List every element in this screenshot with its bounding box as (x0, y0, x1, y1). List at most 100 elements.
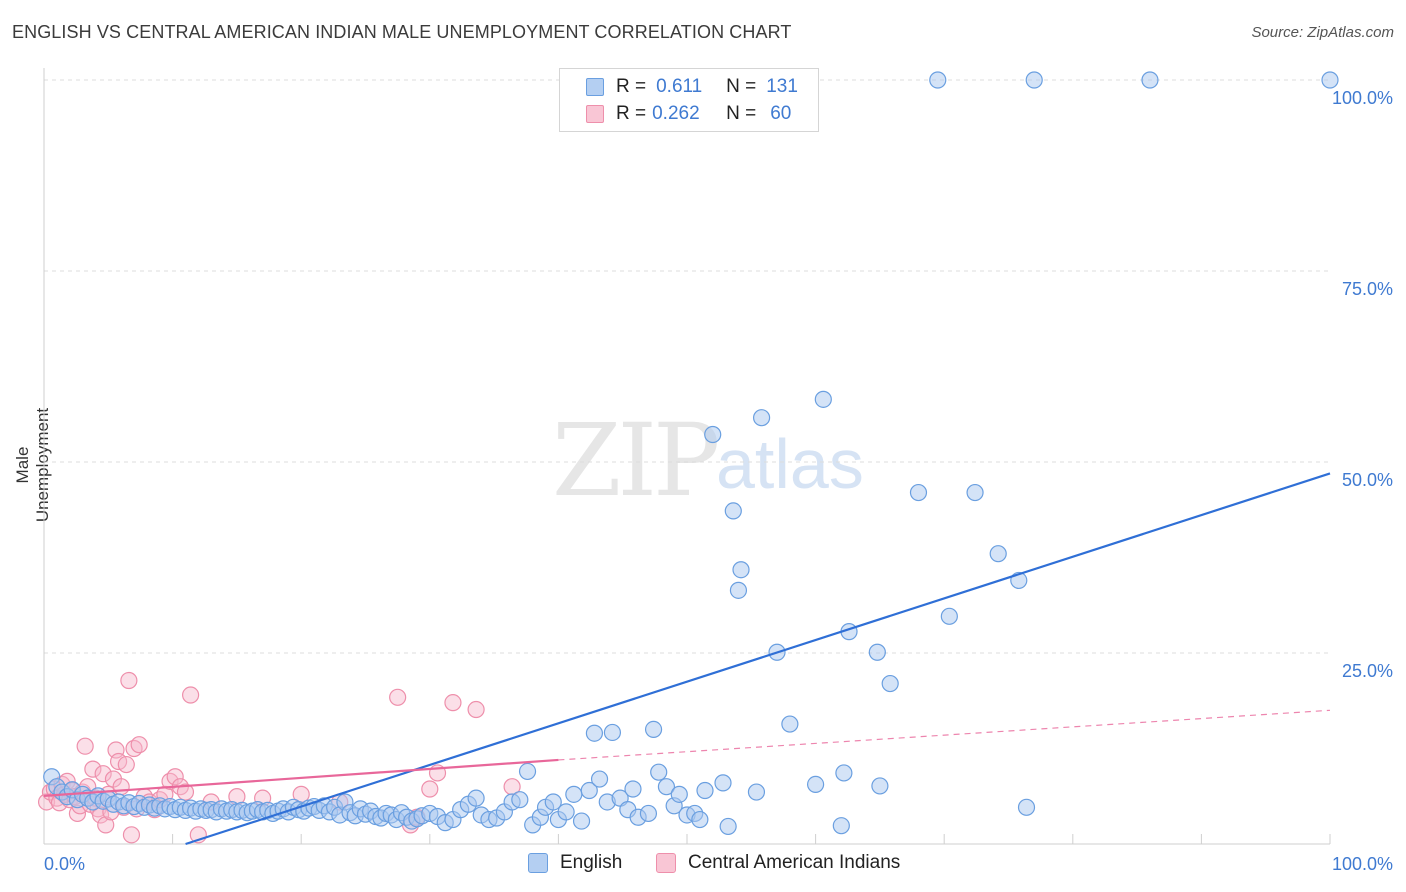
bottom-legend-cai-label: Central American Indians (688, 852, 901, 873)
chart-title: ENGLISH VS CENTRAL AMERICAN INDIAN MALE … (12, 22, 792, 42)
y-tick-label: 50.0% (1342, 470, 1393, 490)
cai-point (84, 760, 102, 778)
english-point (590, 770, 609, 788)
cai-swatch (586, 105, 604, 123)
english-legend-swatch (528, 853, 548, 873)
english-point (719, 817, 737, 836)
english-point (729, 581, 748, 599)
english-point (557, 803, 575, 821)
cai-point (94, 765, 112, 783)
legend-row-english: R = 0.611 N = 131 (586, 75, 798, 99)
legend: R = 0.611 N = 131 R = 0.262 N = 60 (559, 68, 819, 132)
english-point (544, 793, 562, 811)
y-tick-label: 100.0% (1332, 88, 1393, 108)
english-point (881, 674, 899, 693)
english-point (657, 778, 676, 796)
english-point (603, 723, 622, 742)
english-point (565, 785, 583, 803)
english-point (644, 720, 663, 739)
cai-trend-line-dashed (558, 709, 1331, 761)
cai-point (76, 737, 94, 755)
cai-point (112, 778, 130, 796)
cai-point (122, 826, 141, 844)
cai-point (176, 783, 195, 801)
english-point (966, 483, 984, 502)
cai-point (161, 772, 179, 790)
english-point (714, 774, 732, 792)
cai-point (467, 700, 485, 719)
cai-point (389, 688, 407, 706)
legend-cai-r-value: 0.262 (652, 103, 700, 124)
english-point (696, 781, 714, 800)
legend-english-r-value: 0.611 (656, 76, 703, 97)
english-point (781, 715, 799, 733)
english-point (806, 775, 825, 794)
watermark-atlas: atlas (716, 425, 864, 503)
english-point (1017, 798, 1036, 816)
english-point (691, 810, 709, 829)
english-point (704, 425, 722, 444)
legend-english-n-label: N = (726, 76, 757, 97)
english-point (832, 817, 850, 835)
legend-cai-n-value: 60 (770, 103, 792, 124)
bottom-legend: English Central American Indians (0, 852, 1406, 878)
axes (43, 68, 1331, 845)
english-point (518, 762, 537, 781)
english-trend-line (185, 472, 1331, 846)
cai-legend-swatch (656, 853, 676, 873)
english-point (1321, 71, 1339, 89)
english-point (1141, 71, 1159, 89)
english-point (868, 643, 886, 661)
y-tick-label: 75.0% (1342, 279, 1393, 299)
english-point (732, 561, 750, 579)
gridlines (44, 79, 1330, 654)
english-point (650, 763, 668, 781)
cai-point (166, 768, 184, 786)
english-point (940, 607, 958, 625)
cai-point (444, 694, 462, 712)
cai-point (120, 671, 138, 690)
english-point (814, 390, 832, 408)
bottom-legend-english[interactable]: English (528, 852, 622, 874)
bottom-legend-cai[interactable]: Central American Indians (656, 852, 900, 874)
english-point (747, 783, 766, 801)
english-point (670, 785, 688, 803)
english-point (639, 804, 658, 823)
english-point (909, 483, 928, 502)
english-point (511, 791, 529, 809)
english-point (580, 781, 598, 800)
english-point (871, 777, 889, 795)
english-point (752, 409, 771, 427)
cai-point (117, 755, 135, 774)
cai-point (182, 686, 200, 704)
english-point (467, 789, 485, 807)
legend-cai-n-label: N = (726, 103, 757, 124)
english-point (1025, 71, 1043, 89)
cai-point (37, 793, 56, 811)
bottom-legend-english-label: English (560, 852, 623, 873)
english-point (929, 71, 947, 89)
tick-labels: 25.0% 50.0% 75.0% 100.0% 0.0% 100.0% (44, 88, 1393, 874)
x-tick-label: 0.0% (44, 854, 85, 874)
watermark-zip: ZIP (552, 402, 720, 519)
x-tick-label: 100.0% (1332, 854, 1393, 874)
cai-point (421, 780, 439, 798)
english-swatch (586, 78, 604, 96)
english-point (572, 812, 591, 830)
legend-english-n-value: 131 (766, 76, 798, 97)
english-point (989, 545, 1007, 563)
english-point (624, 780, 642, 798)
trend-lines (43, 472, 1331, 846)
english-points (43, 71, 1339, 836)
cai-trend-line (43, 758, 559, 797)
english-point (585, 724, 604, 742)
english-point (835, 764, 853, 782)
legend-row-cai: R = 0.262 N = 60 (586, 102, 791, 126)
legend-cai-r-label: R = (616, 103, 647, 124)
source-credit: Source: ZipAtlas.com (1251, 24, 1394, 41)
english-point (724, 502, 742, 520)
y-tick-label: 25.0% (1342, 661, 1393, 681)
legend-english-r-label: R = (616, 76, 647, 97)
cai-point (130, 736, 148, 754)
